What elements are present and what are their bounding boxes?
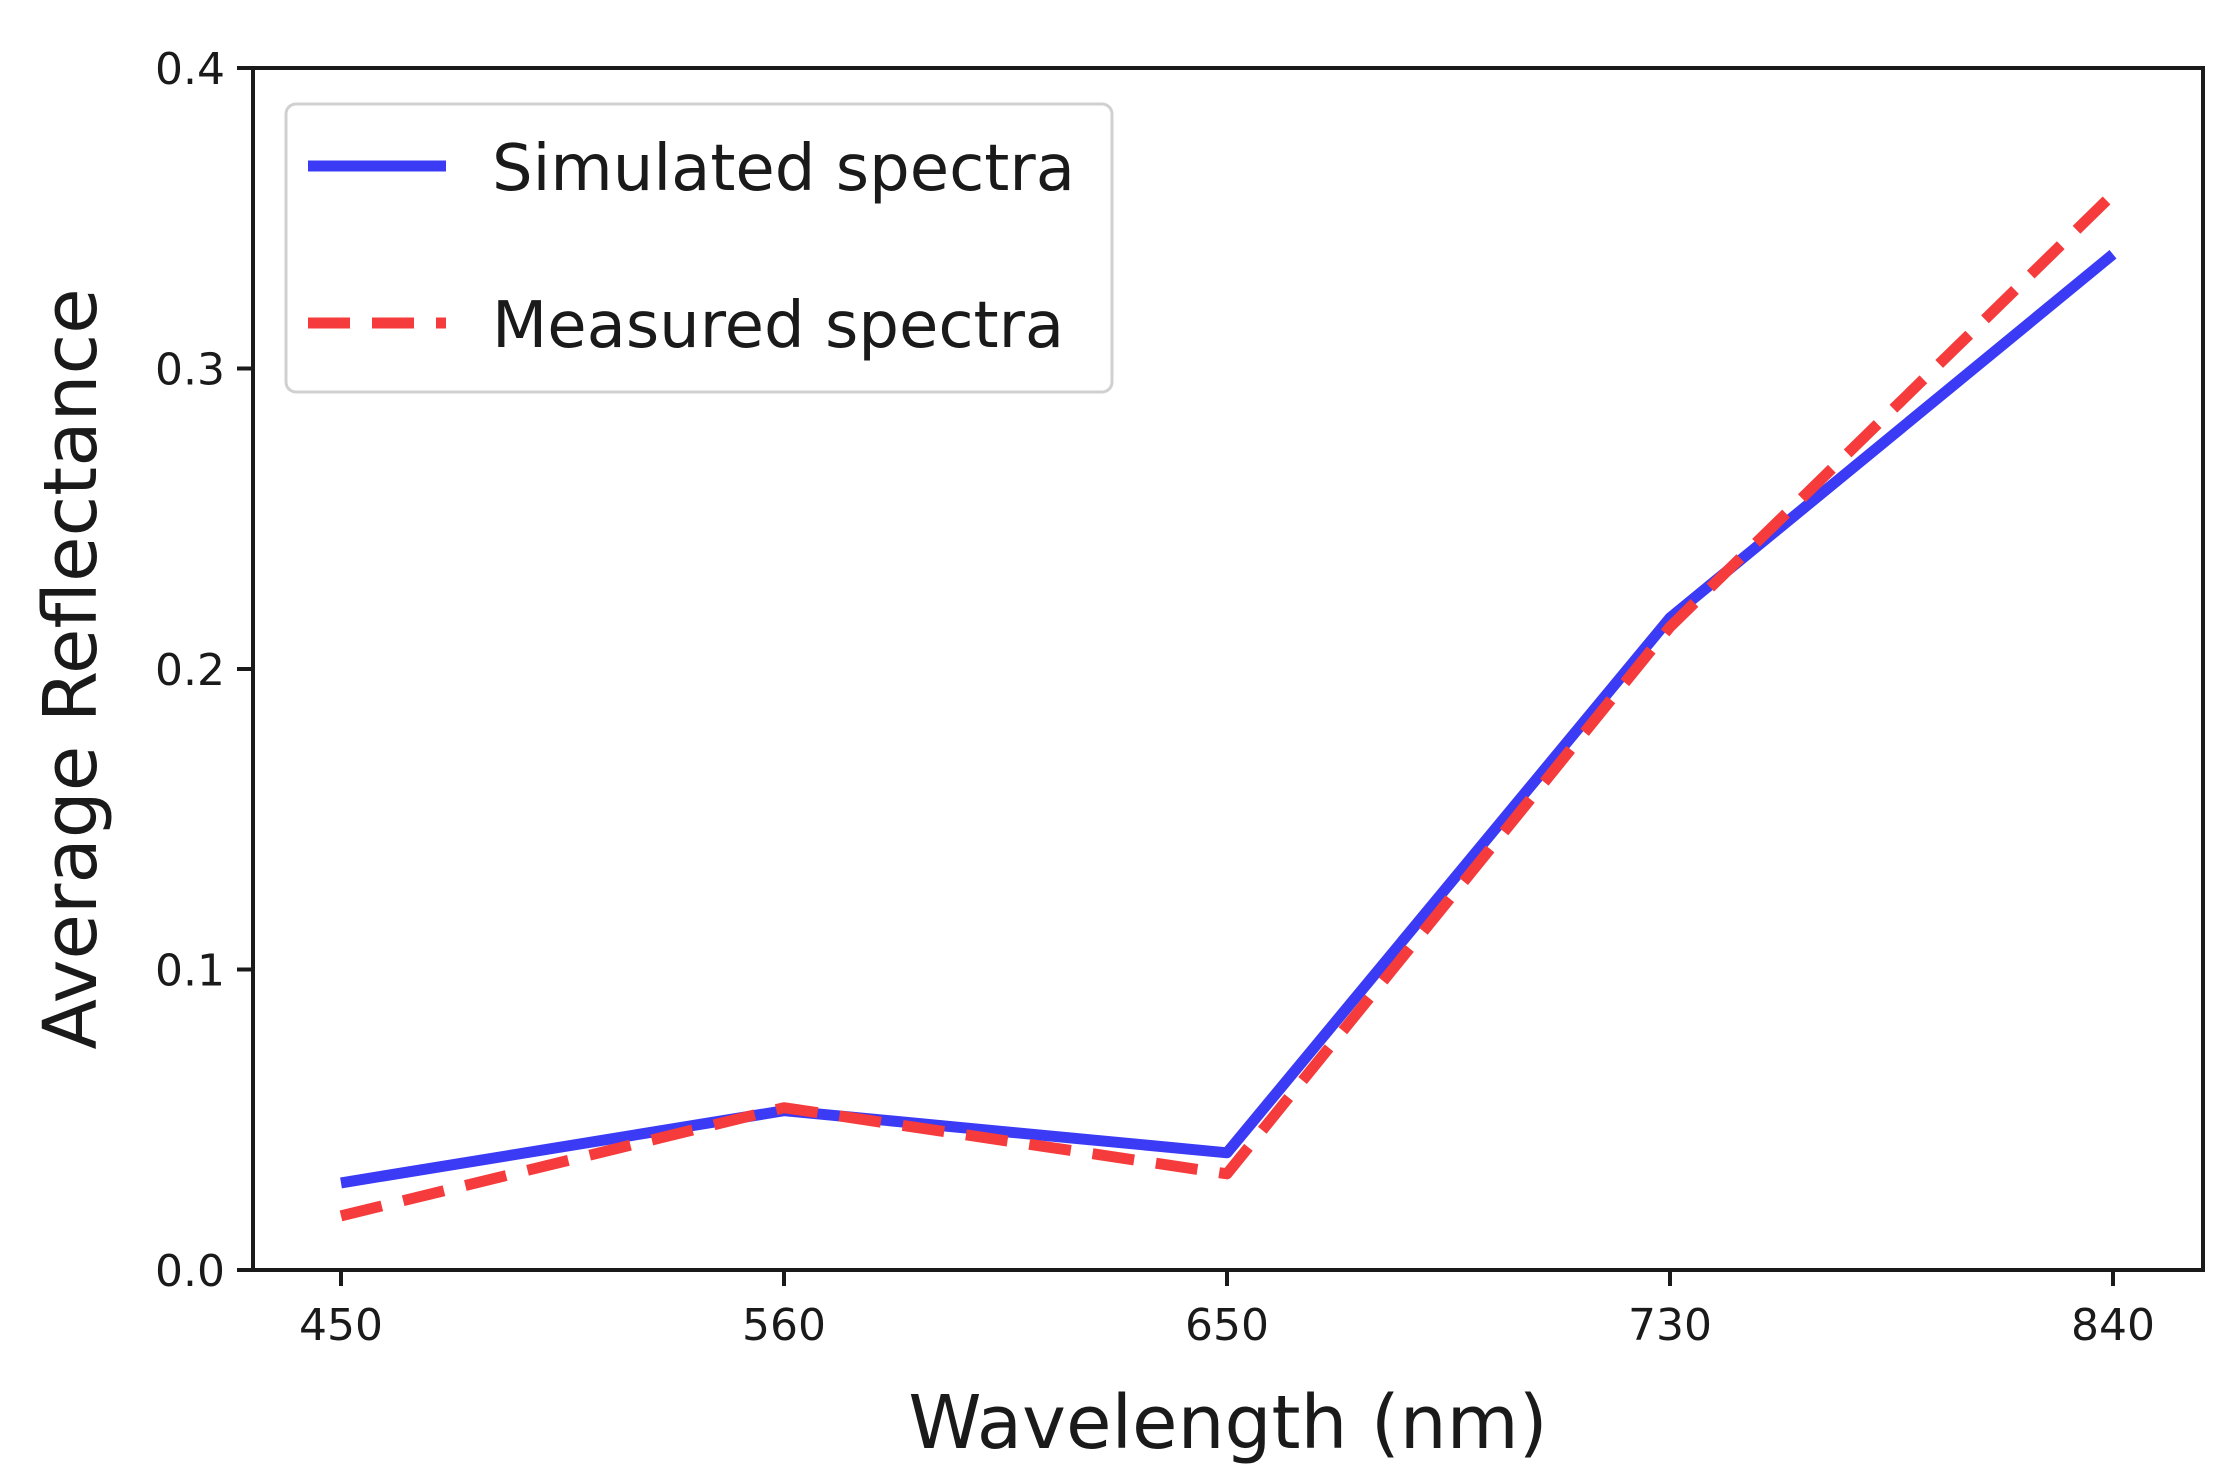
y-tick-label: 0.1 [155,946,225,997]
data-point-measured [2112,193,2114,195]
series-layer [339,190,2117,1222]
x-tick-label: 650 [1185,1300,1269,1351]
x-axis-ticks: 450 560 650 730 840 [299,1270,2155,1351]
x-tick-label: 840 [2071,1300,2155,1351]
legend: Simulated spectra Measured spectra [284,102,1114,394]
x-tick-label: 560 [742,1300,826,1351]
x-tick-label: 730 [1628,1300,1712,1351]
data-point-measured [1226,1173,1228,1175]
legend-label-measured: Measured spectra [492,289,1064,363]
data-point-simulated [340,1182,342,1184]
legend-label-simulated: Simulated spectra [492,132,1075,206]
data-point-measured [783,1107,785,1109]
y-tick-label: 0.3 [155,345,225,396]
y-tick-label: 0.2 [155,645,225,696]
data-point-measured [1669,626,1671,628]
legend-box [284,102,1114,394]
y-axis-ticks: 0.0 0.1 0.2 0.3 0.4 [155,44,253,1297]
y-tick-label: 0.0 [155,1246,225,1297]
y-tick-label: 0.4 [155,44,225,95]
series-line-measured [339,190,2117,1222]
data-point-simulated [1226,1152,1228,1154]
y-axis-title: Average Reflectance [28,288,114,1049]
data-point-measured [340,1215,342,1217]
series-line-simulated [340,250,2117,1189]
x-tick-label: 450 [299,1300,383,1351]
data-point-simulated [2112,253,2114,255]
x-axis-title: Wavelength (nm) [908,1380,1547,1466]
